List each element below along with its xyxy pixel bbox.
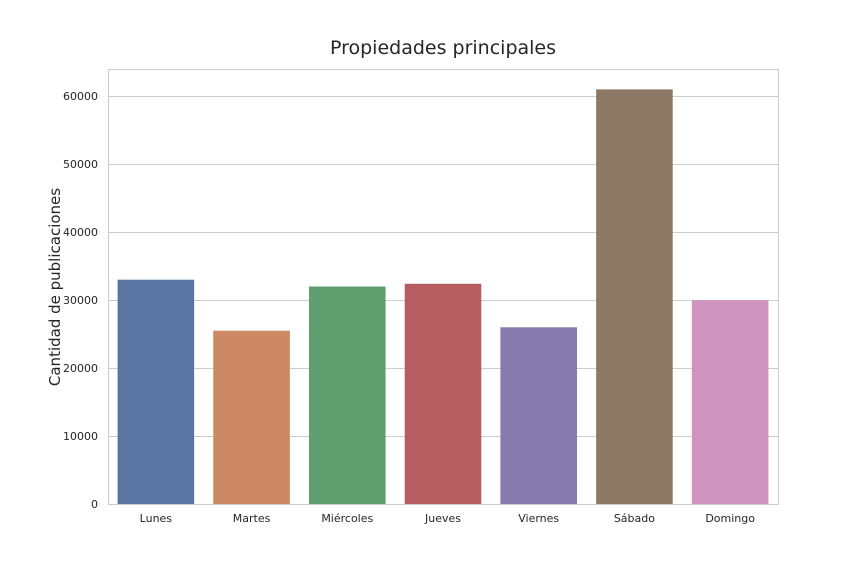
bar-6 xyxy=(596,89,673,504)
bars xyxy=(117,89,769,504)
x-tick-labels: Lunes Martes Miércoles Jueves Viernes Sábado D… xyxy=(140,512,756,525)
y-tick-labels: 0 10000 20000 30000 40000 50000 60000 xyxy=(63,90,98,511)
y-tick-label: 20000 xyxy=(63,362,98,375)
x-tick-label: Jueves xyxy=(424,512,461,525)
y-tick-label: 40000 xyxy=(63,226,98,239)
x-tick-label: Lunes xyxy=(140,512,173,525)
bar-1 xyxy=(117,279,195,504)
y-tick-label: 30000 xyxy=(63,294,98,307)
chart-title: Propiedades principales xyxy=(330,37,556,59)
bar-2 xyxy=(213,330,290,504)
y-tick-label: 0 xyxy=(91,498,98,511)
bar-7 xyxy=(691,300,769,504)
x-tick-label: Sábado xyxy=(614,512,655,525)
plot-frame xyxy=(108,69,779,505)
x-tick-label: Martes xyxy=(233,512,271,525)
y-tick-label: 60000 xyxy=(63,90,98,103)
bar-5 xyxy=(500,327,577,504)
bar-4 xyxy=(404,283,482,504)
y-tick-label: 50000 xyxy=(63,158,98,171)
x-tick-label: Domingo xyxy=(705,512,755,525)
x-tick-label: Miércoles xyxy=(321,512,373,525)
y-axis-label: Cantidad de publicaciones xyxy=(46,188,64,386)
y-tick-label: 10000 xyxy=(63,430,98,443)
bar-3 xyxy=(309,286,386,504)
x-tick-label: Viernes xyxy=(518,512,559,525)
